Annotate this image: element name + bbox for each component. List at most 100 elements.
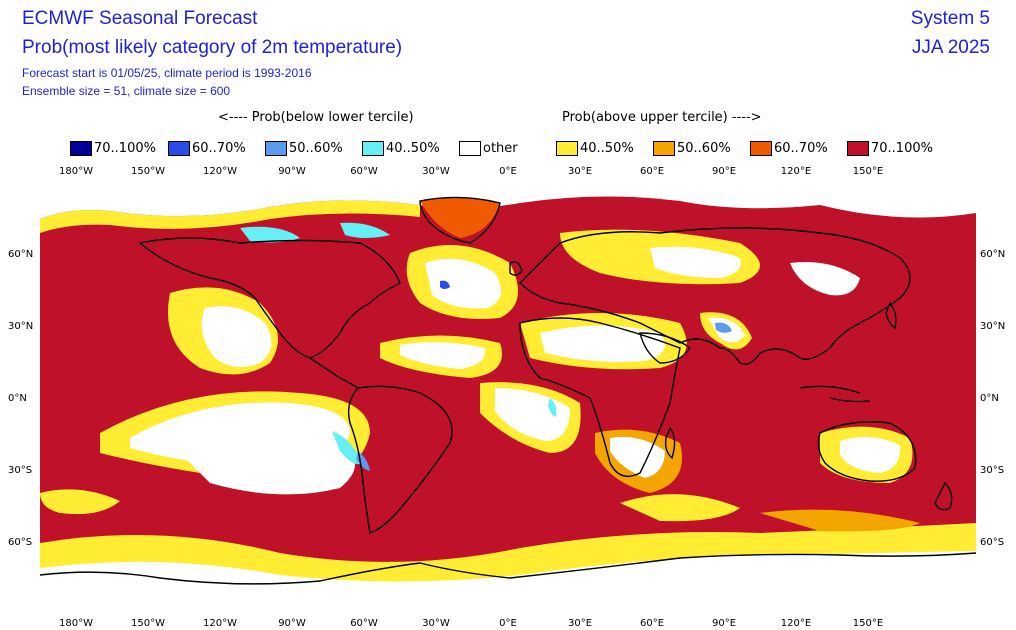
y-tick-label: 60°S <box>980 537 1005 548</box>
southern-orange-1 <box>760 509 920 532</box>
legend-label: 50..60% <box>289 141 343 156</box>
legend-swatch <box>847 141 869 156</box>
coast-south-america <box>347 385 453 534</box>
x-tick-label: 90°E <box>711 618 737 629</box>
coast-madagascar <box>664 426 676 460</box>
legend: 70..100% 60..70% 50..60% 40..50% other 40..50… <box>0 141 1016 161</box>
x-tick-label: 150°E <box>852 618 884 629</box>
x-tick-label: 60°W <box>350 166 378 177</box>
coast-europe-asia <box>519 227 911 365</box>
system-label: System 5 <box>910 8 990 29</box>
coast-uk <box>509 260 523 276</box>
legend-item: 60..70% <box>750 141 828 156</box>
x-tick-label: 30°E <box>567 618 593 629</box>
x-tick-label: 60°W <box>350 618 378 629</box>
coastlines <box>40 196 976 585</box>
sam-cyan <box>332 431 362 465</box>
coast-japan <box>885 301 897 330</box>
legend-item: 70..100% <box>70 141 156 156</box>
canada-cyan <box>240 226 300 243</box>
legend-swatch <box>653 141 675 156</box>
legend-label: 50..60% <box>677 141 731 156</box>
x-tick-label: 0°E <box>499 166 517 177</box>
legend-below-header: <---- Prob(below lower tercile) <box>218 110 414 125</box>
y-tick-label: 60°N <box>980 249 1006 260</box>
legend-item: 50..60% <box>265 141 343 156</box>
coast-australia <box>817 421 917 482</box>
y-tick-label: 30°N <box>980 321 1006 332</box>
map-title: ECMWF Seasonal Forecast <box>22 8 258 29</box>
x-tick-label: 0°E <box>499 618 517 629</box>
y-tick-label: 30°S <box>980 465 1005 476</box>
legend-label: 60..70% <box>774 141 828 156</box>
coast-central-america <box>309 357 359 389</box>
legend-swatch <box>168 141 190 156</box>
legend-above-header: Prob(above upper tercile) ----> <box>562 110 762 125</box>
npacific-white <box>201 306 272 367</box>
legend-swatch <box>556 141 578 156</box>
x-tick-label: 120°W <box>203 618 237 629</box>
legend-swatch <box>459 141 481 156</box>
australia-white <box>840 436 901 473</box>
y-tick-label: 30°S <box>8 465 33 476</box>
legend-item: 40..50% <box>362 141 440 156</box>
legend-swatch <box>362 141 384 156</box>
x-tick-label: 30°W <box>422 166 450 177</box>
legend-label: 70..100% <box>94 141 156 156</box>
legend-swatch <box>70 141 92 156</box>
legend-swatch <box>750 141 772 156</box>
x-tick-label: 150°W <box>131 166 165 177</box>
x-tick-label: 60°E <box>639 166 665 177</box>
x-tick-label: 30°E <box>567 166 593 177</box>
coast-arabia <box>639 332 691 364</box>
coast-indonesia <box>799 385 871 403</box>
legend-item: other <box>459 141 518 156</box>
legend-label: 40..50% <box>386 141 440 156</box>
southern-yellow-2 <box>620 494 740 522</box>
seafrica-white <box>610 436 665 478</box>
x-tick-label: 150°E <box>852 166 884 177</box>
x-tick-label: 180°W <box>59 166 93 177</box>
coast-north-america <box>138 237 401 359</box>
y-tick-label: 0°N <box>980 393 999 404</box>
period-label: JJA 2025 <box>911 37 990 58</box>
x-tick-label: 120°E <box>780 166 812 177</box>
arctic-white <box>40 183 976 219</box>
greenland-orange <box>420 197 500 238</box>
legend-item: 50..60% <box>653 141 731 156</box>
coast-antarctica <box>40 552 976 585</box>
x-tick-label: 90°W <box>278 618 306 629</box>
natlantic-blue <box>440 280 450 289</box>
antarctic-white <box>40 551 976 615</box>
siberia-white <box>650 246 741 278</box>
forecast-info: Forecast start is 01/05/25, climate peri… <box>22 66 312 80</box>
coast-greenland <box>419 196 501 244</box>
tatlantic-white <box>400 342 486 369</box>
arctic-yellow <box>40 200 420 233</box>
india-blue <box>715 322 732 333</box>
casia-white <box>790 262 860 296</box>
legend-label: 60..70% <box>192 141 246 156</box>
sahara-white <box>540 325 665 362</box>
x-tick-label: 60°E <box>639 618 665 629</box>
x-tick-label: 180°W <box>59 618 93 629</box>
natlantic-white <box>425 258 502 309</box>
coast-new-zealand <box>934 481 953 511</box>
legend-item: 70..100% <box>847 141 933 156</box>
y-tick-label: 30°N <box>8 321 34 332</box>
canada-cyan-2 <box>340 222 390 238</box>
y-tick-label: 60°N <box>8 249 34 260</box>
satlantic-cyan <box>548 398 557 417</box>
x-tick-label: 90°W <box>278 166 306 177</box>
legend-item: 40..50% <box>556 141 634 156</box>
map-subtitle: Prob(most likely category of 2m temperat… <box>22 37 403 58</box>
map-svg <box>40 183 976 615</box>
x-tick-label: 30°W <box>422 618 450 629</box>
legend-label: 70..100% <box>871 141 933 156</box>
legend-label: other <box>483 141 518 156</box>
southern-yellow-1 <box>40 489 120 515</box>
legend-label: 40..50% <box>580 141 634 156</box>
ensemble-info: Ensemble size = 51, climate size = 600 <box>22 84 231 98</box>
spacific-white <box>180 440 355 495</box>
x-tick-label: 150°W <box>131 618 165 629</box>
